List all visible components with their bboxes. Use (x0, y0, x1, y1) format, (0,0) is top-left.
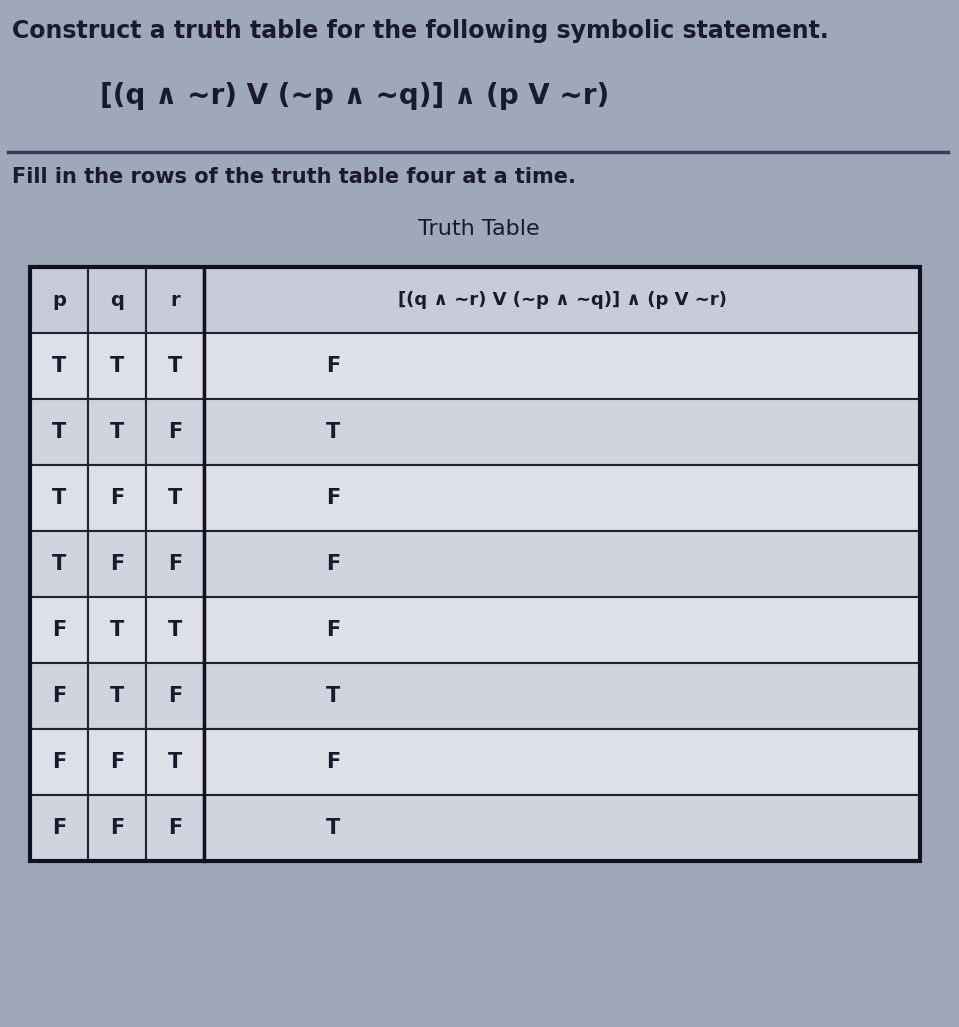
Bar (146, 729, 204, 795)
Bar (88, 267, 146, 333)
Bar (30, 795, 88, 861)
Text: T: T (168, 620, 182, 640)
Text: T: T (168, 356, 182, 376)
Text: F: F (52, 752, 66, 772)
Bar (88, 597, 146, 663)
Bar (204, 531, 920, 597)
Bar (88, 663, 146, 729)
Bar (88, 333, 146, 400)
Bar (146, 333, 204, 400)
Bar (30, 267, 88, 333)
Text: T: T (110, 356, 124, 376)
Bar (30, 597, 88, 663)
Text: Truth Table: Truth Table (418, 219, 540, 239)
Bar (204, 729, 920, 795)
Text: Construct a truth table for the following symbolic statement.: Construct a truth table for the followin… (12, 20, 829, 43)
Text: T: T (326, 686, 340, 706)
Text: F: F (52, 686, 66, 706)
Text: [(q ∧ ~r) V (~p ∧ ~q)] ∧ (p V ~r): [(q ∧ ~r) V (~p ∧ ~q)] ∧ (p V ~r) (398, 291, 726, 309)
Text: F: F (326, 554, 340, 574)
Bar (88, 729, 146, 795)
Text: p: p (52, 291, 66, 309)
Bar (146, 663, 204, 729)
Text: T: T (110, 620, 124, 640)
Bar (146, 400, 204, 465)
Text: T: T (110, 422, 124, 442)
Bar (30, 663, 88, 729)
Bar (204, 795, 920, 861)
Text: F: F (110, 488, 124, 508)
Text: F: F (326, 752, 340, 772)
Text: T: T (326, 817, 340, 838)
Text: F: F (52, 817, 66, 838)
Bar (146, 267, 204, 333)
Bar (88, 531, 146, 597)
Bar (204, 267, 920, 333)
Bar (30, 531, 88, 597)
Text: F: F (168, 422, 182, 442)
Text: T: T (52, 356, 66, 376)
Text: T: T (110, 686, 124, 706)
Bar (146, 597, 204, 663)
Text: F: F (52, 620, 66, 640)
Text: T: T (326, 422, 340, 442)
Text: F: F (110, 554, 124, 574)
Bar (30, 333, 88, 400)
Text: F: F (168, 554, 182, 574)
Bar (88, 400, 146, 465)
Bar (204, 400, 920, 465)
Bar (30, 267, 920, 861)
Bar (146, 795, 204, 861)
Bar (204, 597, 920, 663)
Text: q: q (110, 291, 124, 309)
Text: T: T (52, 488, 66, 508)
Text: F: F (168, 686, 182, 706)
Text: T: T (168, 752, 182, 772)
Text: F: F (110, 817, 124, 838)
Text: F: F (326, 356, 340, 376)
Bar (30, 729, 88, 795)
Bar (88, 465, 146, 531)
Bar (204, 333, 920, 400)
Bar (146, 465, 204, 531)
Text: F: F (110, 752, 124, 772)
Bar (204, 663, 920, 729)
Text: T: T (52, 422, 66, 442)
Bar (204, 465, 920, 531)
Bar (30, 465, 88, 531)
Text: Fill in the rows of the truth table four at a time.: Fill in the rows of the truth table four… (12, 167, 575, 187)
Text: F: F (326, 620, 340, 640)
Text: r: r (170, 291, 180, 309)
Text: [(q ∧ ~r) V (~p ∧ ~q)] ∧ (p V ~r): [(q ∧ ~r) V (~p ∧ ~q)] ∧ (p V ~r) (100, 82, 609, 110)
Text: F: F (168, 817, 182, 838)
Bar (146, 531, 204, 597)
Bar (30, 400, 88, 465)
Text: T: T (52, 554, 66, 574)
Bar (88, 795, 146, 861)
Text: T: T (168, 488, 182, 508)
Text: F: F (326, 488, 340, 508)
